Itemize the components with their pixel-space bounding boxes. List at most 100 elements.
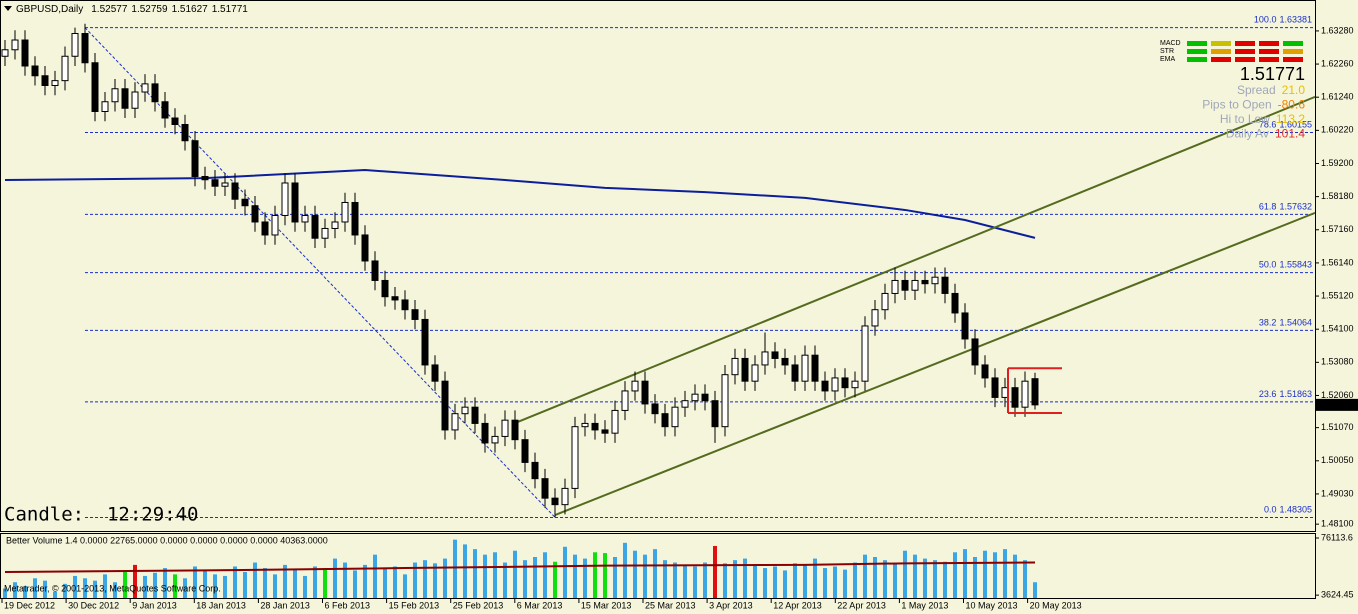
candle-body xyxy=(321,227,329,239)
candle-body xyxy=(981,364,989,379)
y-tick-label: 1.49030 xyxy=(1321,488,1354,498)
volume-bar xyxy=(113,582,117,598)
signal-block xyxy=(1259,57,1279,62)
volume-bar xyxy=(873,557,877,598)
volume-bar xyxy=(443,558,447,598)
volume-bar xyxy=(763,568,767,598)
volume-title: Better Volume 1.4 0.0000 22765.0000 0.00… xyxy=(6,535,328,545)
volume-bar xyxy=(793,563,797,598)
y-tick-label: 1.51070 xyxy=(1321,422,1354,432)
x-tick-label: 9 Jan 2013 xyxy=(132,600,177,610)
volume-bar xyxy=(923,558,927,598)
x-tick-label: 6 Feb 2013 xyxy=(325,600,371,610)
volume-bar xyxy=(273,574,277,598)
fib-label: 100.0 1.63381 xyxy=(1254,15,1312,25)
volume-bar xyxy=(653,549,657,598)
last-price-label: 1.51771 xyxy=(1319,399,1352,409)
signal-block xyxy=(1211,57,1231,62)
candle-body xyxy=(531,461,539,480)
signal-block xyxy=(1211,49,1231,54)
volume-bar xyxy=(593,552,597,598)
fib-label: 50.0 1.55843 xyxy=(1259,260,1312,270)
candle-body xyxy=(461,406,469,415)
info-name: Daily Av xyxy=(1226,127,1269,141)
candle-body xyxy=(91,62,99,112)
volume-bar xyxy=(153,572,157,598)
volume-bar xyxy=(453,539,457,598)
candle-body xyxy=(371,260,379,281)
candle-body xyxy=(871,309,879,327)
candle-body xyxy=(641,380,649,405)
y-tick-label: 1.59200 xyxy=(1321,158,1354,168)
volume-bar xyxy=(233,566,237,598)
candle-body xyxy=(611,409,619,434)
x-tick-label: 1 May 2013 xyxy=(901,600,948,610)
last-price-box xyxy=(1316,398,1358,411)
volume-bar xyxy=(433,563,437,598)
volume-bar xyxy=(93,580,97,598)
candle-body xyxy=(71,33,79,57)
volume-bar xyxy=(683,564,687,598)
volume-bar xyxy=(703,562,707,598)
candle-body xyxy=(1021,380,1029,408)
x-tick-label: 18 Jan 2013 xyxy=(196,600,246,610)
candle-body xyxy=(901,279,909,291)
volume-bar xyxy=(383,568,387,598)
y-tick-label: 1.50050 xyxy=(1321,455,1354,465)
y-tick-label: 1.60220 xyxy=(1321,125,1354,135)
x-tick-label: 10 May 2013 xyxy=(966,600,1018,610)
info-price: 1.51771 xyxy=(1240,64,1305,84)
candle-body xyxy=(291,182,299,223)
candle-body xyxy=(951,292,959,314)
candle-body xyxy=(961,312,969,340)
fib-level: 38.2 xyxy=(1259,318,1277,328)
info-name: Hi to Low xyxy=(1220,112,1270,126)
volume-bar xyxy=(843,569,847,598)
volume-bar xyxy=(863,554,867,598)
volume-bar xyxy=(623,542,627,598)
candle-body xyxy=(501,419,509,437)
volume-bar xyxy=(533,557,537,598)
signal-grid xyxy=(1187,41,1303,62)
volume-bar xyxy=(523,560,527,598)
candle-body xyxy=(231,182,239,200)
volume-bar xyxy=(63,583,67,598)
candle-body xyxy=(331,221,339,229)
candle-body xyxy=(41,75,49,87)
candle-body xyxy=(821,380,829,392)
volume-bar xyxy=(493,552,497,598)
candle-body xyxy=(61,55,69,82)
main-panel xyxy=(0,0,1316,532)
candle-timer: Candle: 12:29:40 xyxy=(4,504,198,526)
signal-block xyxy=(1187,49,1207,54)
candle-body xyxy=(391,296,399,301)
volume-bar xyxy=(753,564,757,598)
candle-body xyxy=(421,318,429,366)
volume-bar xyxy=(43,580,47,598)
volume-bar xyxy=(603,553,607,598)
volume-bar xyxy=(483,554,487,598)
candle-body xyxy=(451,413,459,431)
candle-body xyxy=(481,422,489,444)
volume-bar xyxy=(373,554,377,598)
ohlc-value: 1.52577 xyxy=(91,4,128,15)
candle-body xyxy=(751,364,759,382)
volume-bar xyxy=(293,569,297,598)
fib-level: 50.0 xyxy=(1259,260,1277,270)
candle-body xyxy=(311,214,319,239)
info-value: 21.0 xyxy=(1282,83,1306,97)
candle-body xyxy=(441,380,449,431)
volume-bar xyxy=(943,561,947,598)
x-tick-label: 19 Dec 2012 xyxy=(4,600,55,610)
candle-body xyxy=(131,91,139,109)
candle-body xyxy=(351,201,359,236)
candle-body xyxy=(931,276,939,285)
candle-body xyxy=(771,351,779,359)
candle-body xyxy=(661,413,669,428)
volume-tick-label: 3624.45 xyxy=(1321,590,1354,600)
fib-label: 78.6 1.60155 xyxy=(1259,120,1312,130)
signal-block xyxy=(1283,49,1303,54)
fib-price: 1.48305 xyxy=(1279,505,1312,515)
candle-body xyxy=(591,422,599,431)
y-tick-label: 1.55120 xyxy=(1321,290,1354,300)
